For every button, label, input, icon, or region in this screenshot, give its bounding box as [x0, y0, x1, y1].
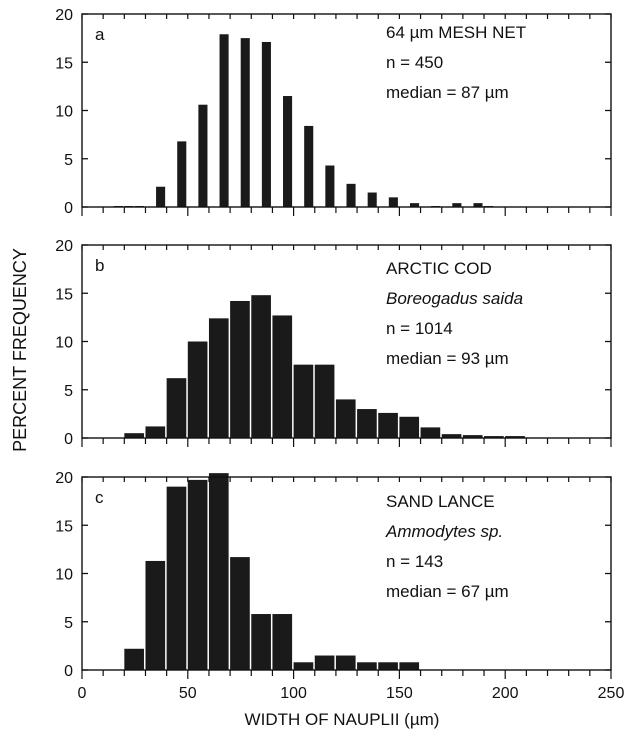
bar [462, 435, 483, 438]
x-tick-label: 0 [78, 685, 87, 702]
annotation: median = 67 µm [386, 582, 509, 601]
bar [367, 192, 377, 207]
bar [452, 203, 462, 207]
annotation: Ammodytes sp. [385, 522, 503, 541]
x-tick-label: 200 [492, 685, 519, 702]
y-tick-label: 5 [64, 152, 73, 169]
plot-frame [81, 13, 612, 208]
y-tick-label: 5 [64, 615, 73, 632]
y-tick-label: 20 [55, 7, 73, 24]
annotation: n = 1014 [386, 319, 453, 338]
bar [240, 38, 250, 207]
y-tick-label: 10 [55, 104, 73, 121]
x-tick-label: 50 [179, 685, 197, 702]
bar [272, 614, 293, 670]
bar [283, 96, 293, 207]
bar [441, 434, 462, 438]
annotation: n = 143 [386, 552, 443, 571]
annotation: SAND LANCE [386, 492, 495, 511]
bar [230, 300, 250, 438]
bar [251, 614, 271, 670]
annotation: ARCTIC COD [386, 259, 492, 278]
x-axis-label: WIDTH OF NAUPLII (µm) [245, 710, 440, 729]
bar [124, 648, 144, 670]
bar [304, 125, 314, 207]
bar [357, 662, 377, 670]
bar [346, 183, 356, 207]
y-tick-label: 20 [55, 238, 73, 255]
annotation: 64 µm MESH NET [386, 23, 526, 42]
bar [177, 141, 187, 207]
bar [187, 479, 208, 670]
bar [505, 436, 525, 438]
bar [251, 295, 271, 438]
bar [357, 409, 377, 438]
bar [335, 655, 356, 670]
bar [208, 318, 229, 438]
x-tick-label: 150 [386, 685, 413, 702]
bar [314, 655, 335, 670]
y-tick-label: 20 [55, 470, 73, 487]
bar [484, 436, 504, 438]
bar [335, 399, 356, 438]
bar [409, 203, 420, 207]
bar [314, 364, 335, 438]
bar [378, 662, 398, 670]
annotation: n = 450 [386, 53, 443, 72]
bar [166, 486, 187, 670]
bar [219, 34, 229, 207]
bar [261, 41, 271, 207]
bar [145, 426, 166, 438]
bar [230, 557, 250, 670]
x-tick-label: 100 [280, 685, 307, 702]
y-axis-label: PERCENT FREQUENCY [10, 248, 30, 452]
bar [272, 315, 293, 438]
panel-label: c [95, 488, 104, 507]
bar [325, 165, 335, 207]
y-tick-label: 0 [64, 431, 73, 448]
annotation: median = 87 µm [386, 83, 509, 102]
bar [187, 341, 208, 438]
bar [293, 662, 314, 670]
y-tick-label: 15 [55, 286, 73, 303]
bar [420, 427, 441, 438]
bar [156, 186, 166, 207]
y-tick-label: 0 [64, 663, 73, 680]
x-tick-label: 250 [598, 685, 625, 702]
y-tick-label: 15 [55, 55, 73, 72]
bar [399, 416, 420, 438]
annotation: median = 93 µm [386, 349, 509, 368]
bar [124, 433, 144, 438]
bar [198, 104, 208, 207]
bar [378, 412, 398, 438]
bar [208, 473, 229, 670]
bar [388, 197, 398, 207]
y-tick-label: 5 [64, 383, 73, 400]
bar [166, 378, 187, 438]
bar [399, 662, 420, 670]
bar [293, 364, 314, 438]
bar [145, 560, 166, 670]
y-tick-label: 10 [55, 567, 73, 584]
annotation: Boreogadus saida [386, 289, 523, 308]
y-tick-label: 15 [55, 518, 73, 535]
y-tick-label: 0 [64, 200, 73, 217]
bar [473, 203, 483, 207]
y-tick-label: 10 [55, 335, 73, 352]
panel-label: a [95, 25, 105, 44]
panel-label: b [95, 256, 104, 275]
